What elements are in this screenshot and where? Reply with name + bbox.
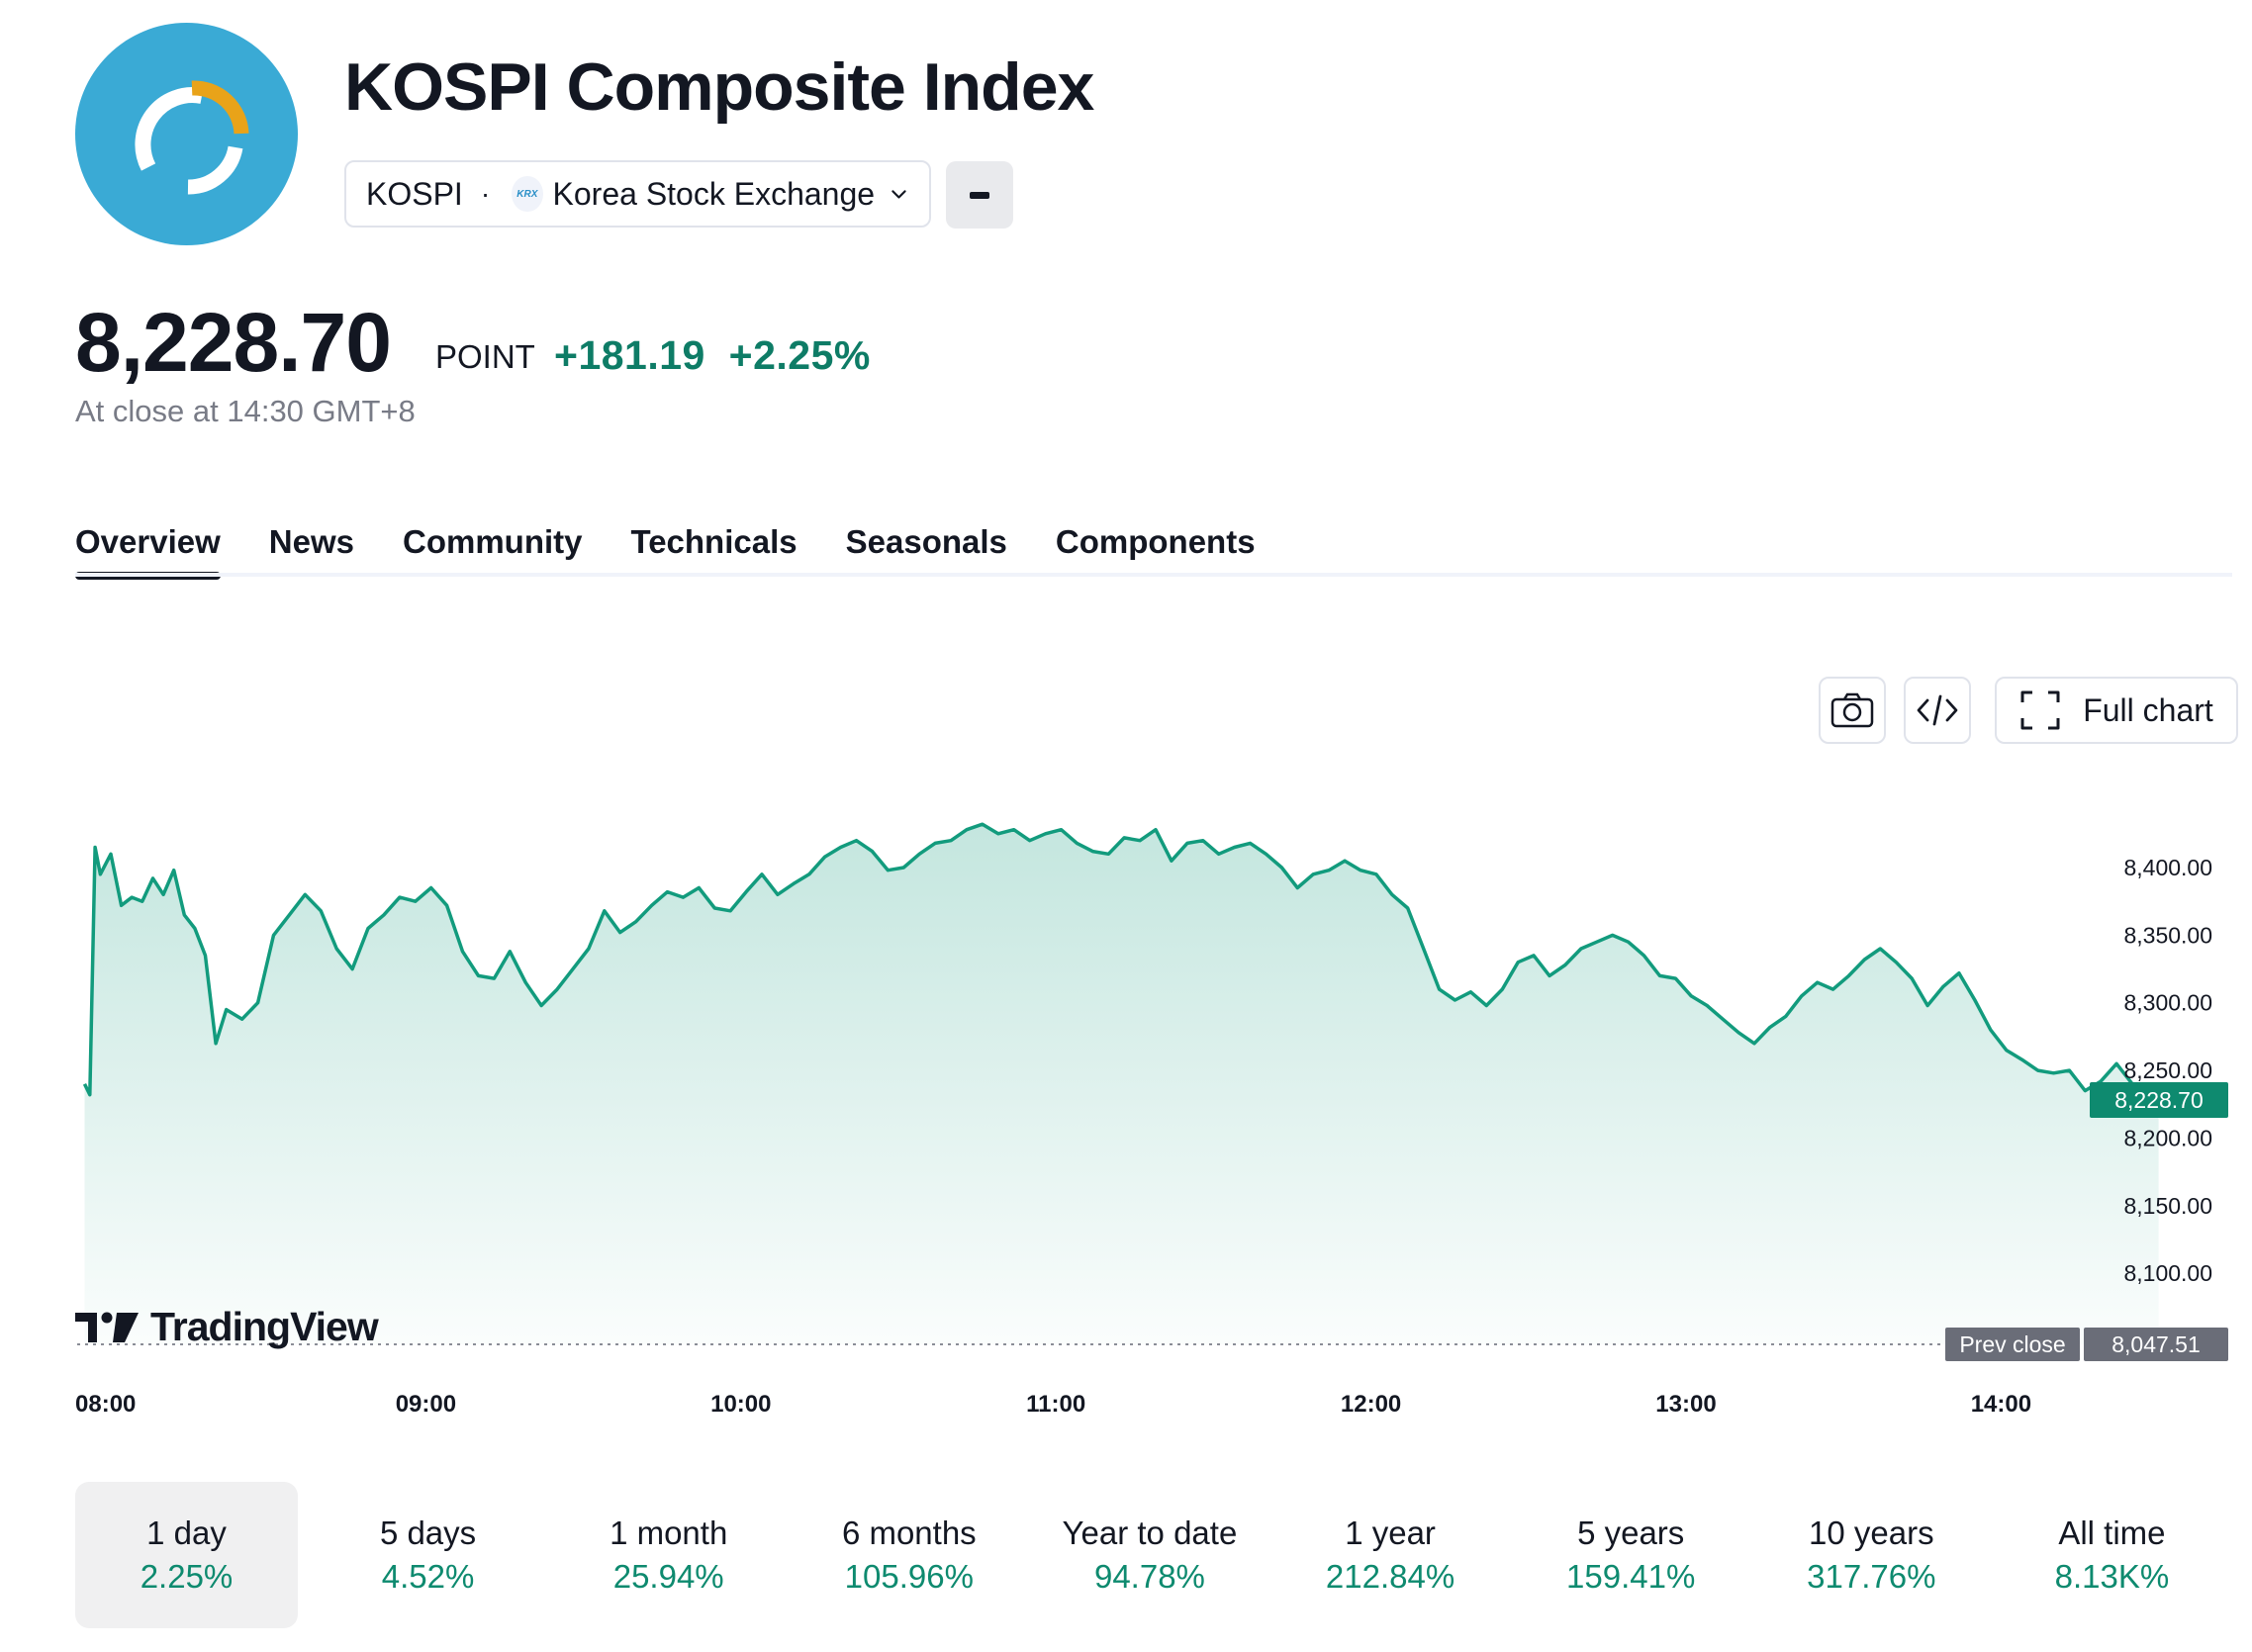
period-label: 5 days — [379, 1514, 477, 1551]
change-points: +181.19 — [554, 332, 705, 378]
code-icon — [1917, 694, 1958, 726]
period-6-months[interactable]: 6 months 105.96% — [789, 1482, 1029, 1628]
period-1-day[interactable]: 1 day 2.25% — [75, 1482, 298, 1628]
period-5-days[interactable]: 5 days 4.52% — [308, 1482, 548, 1628]
period-label: 5 years — [1577, 1514, 1685, 1551]
x-tick-label: 11:00 — [1026, 1391, 1085, 1418]
price-line — [82, 822, 2159, 1101]
tradingview-logo: TradingView — [75, 1304, 379, 1350]
period-change: 105.96% — [844, 1558, 974, 1595]
prev-close-value: 8,047.51 — [2084, 1328, 2228, 1361]
y-tick-label: 8,300.00 — [2123, 990, 2212, 1016]
y-tick-label: 8,100.00 — [2123, 1260, 2212, 1286]
minus-icon — [970, 191, 989, 199]
period-10-years[interactable]: 10 years 317.76% — [1751, 1482, 1992, 1628]
tab-seasonals[interactable]: Seasonals — [845, 523, 1007, 560]
period-change: 4.52% — [381, 1558, 475, 1595]
tab-community[interactable]: Community — [402, 523, 583, 560]
fullscreen-icon — [2020, 690, 2060, 730]
y-tick-label: 8,400.00 — [2123, 855, 2212, 880]
exchange-name: Korea Stock Exchange — [552, 175, 876, 212]
period-all-time[interactable]: All time 8.13K% — [1992, 1482, 2232, 1628]
close-info: At close at 14:30 GMT+8 — [75, 394, 416, 428]
period-year-to-date[interactable]: Year to date 94.78% — [1029, 1482, 1269, 1628]
period-change: 212.84% — [1325, 1558, 1455, 1595]
separator-dot: · — [480, 178, 491, 209]
tradingview-logo-icon — [75, 1312, 139, 1342]
y-tick-label: 8,150.00 — [2123, 1193, 2212, 1219]
x-tick-label: 13:00 — [1655, 1391, 1716, 1418]
tabs-divider — [75, 573, 2232, 577]
period-5-years[interactable]: 5 years 159.41% — [1511, 1482, 1751, 1628]
price-change: +181.19 +2.25% — [554, 332, 871, 379]
tab-technicals[interactable]: Technicals — [630, 523, 798, 560]
period-label: 1 year — [1345, 1514, 1436, 1551]
tradingview-wordmark: TradingView — [150, 1304, 379, 1349]
prev-close-label: Prev close — [1945, 1328, 2080, 1361]
kospi-logo — [75, 23, 298, 245]
period-label: 1 day — [146, 1514, 227, 1551]
period-label: 10 years — [1809, 1514, 1934, 1551]
x-tick-label: 12:00 — [1341, 1391, 1401, 1418]
x-tick-label: 10:00 — [710, 1391, 771, 1418]
exchange-selector[interactable]: KOSPI · KRX Korea Stock Exchange — [344, 160, 931, 228]
last-price-tag: 8,228.70 — [2090, 1082, 2228, 1118]
tab-components[interactable]: Components — [1055, 523, 1256, 560]
last-price: 8,228.70 — [75, 296, 392, 389]
x-tick-label: 08:00 — [75, 1391, 136, 1418]
chevron-down-icon — [891, 190, 906, 199]
tab-overview[interactable]: Overview — [75, 520, 221, 580]
period-change: 94.78% — [1093, 1558, 1205, 1595]
period-change: 25.94% — [612, 1558, 724, 1595]
symbol-tabs: Overview News Community Technicals Seaso… — [75, 520, 1256, 580]
collapse-button[interactable] — [946, 161, 1013, 229]
period-change: 8.13K% — [2054, 1558, 2170, 1595]
full-chart-label: Full chart — [2083, 691, 2213, 728]
period-change: 2.25% — [140, 1558, 234, 1595]
snapshot-button[interactable] — [1819, 677, 1886, 744]
period-label: All time — [2058, 1514, 2166, 1551]
period-1-year[interactable]: 1 year 212.84% — [1270, 1482, 1511, 1628]
camera-icon — [1830, 692, 1874, 728]
period-label: 1 month — [610, 1514, 728, 1551]
price-unit: POINT — [435, 338, 535, 375]
y-tick-label: 8,350.00 — [2123, 922, 2212, 948]
embed-button[interactable] — [1904, 677, 1971, 744]
full-chart-button[interactable]: Full chart — [1995, 677, 2238, 744]
period-change: 159.41% — [1566, 1558, 1696, 1595]
period-1-month[interactable]: 1 month 25.94% — [548, 1482, 789, 1628]
y-tick-label: 8,200.00 — [2123, 1125, 2212, 1150]
tab-news[interactable]: News — [268, 523, 354, 560]
y-tick-label: 8,250.00 — [2123, 1057, 2212, 1083]
x-tick-label: 09:00 — [396, 1391, 456, 1418]
period-label: 6 months — [841, 1514, 977, 1551]
symbol-label: KOSPI — [366, 175, 463, 212]
period-selector: 1 day 2.25% 5 days 4.52% 1 month 25.94% … — [75, 1482, 2232, 1628]
price-chart[interactable]: 8,400.00 8,350.00 8,300.00 8,250.00 8,200.00… — [0, 752, 2252, 1444]
kospi-logo-icon — [135, 80, 249, 195]
period-label: Year to date — [1062, 1514, 1238, 1551]
period-change: 317.76% — [1807, 1558, 1936, 1595]
krx-icon: KRX — [512, 176, 543, 212]
x-tick-label: 14:00 — [1971, 1391, 2031, 1418]
change-percent: +2.25% — [728, 332, 871, 378]
page-title: KOSPI Composite Index — [344, 49, 1094, 125]
